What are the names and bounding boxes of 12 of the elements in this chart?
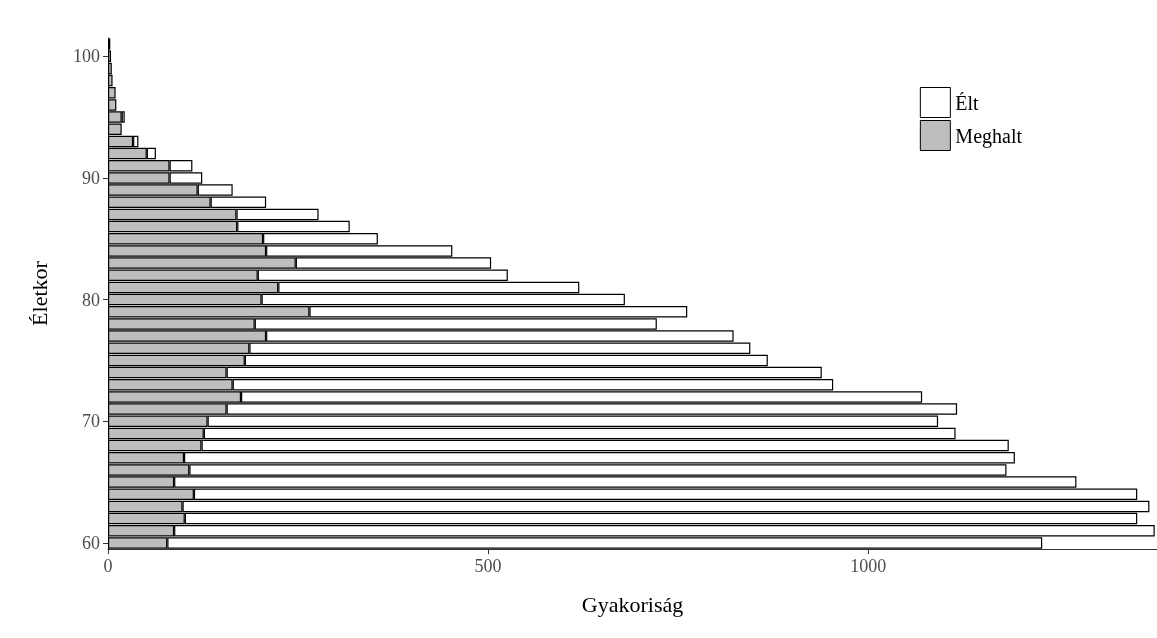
legend-label: Meghalt — [955, 124, 1023, 148]
y-tick-label: 60 — [82, 532, 100, 553]
y-tick-label: 90 — [82, 167, 100, 188]
y-axis-title: Életkor — [26, 260, 52, 326]
legend-label: Élt — [955, 91, 980, 114]
y-tick-label: 100 — [73, 46, 100, 67]
x-tick-label: 500 — [474, 556, 502, 576]
x-tick-label: 1000 — [850, 556, 887, 576]
y-tick-label: 70 — [82, 411, 100, 432]
y-tick-label: 80 — [82, 289, 100, 310]
x-axis-title: Gyakoriság — [581, 591, 684, 617]
x-tick-label: 0 — [103, 556, 113, 576]
